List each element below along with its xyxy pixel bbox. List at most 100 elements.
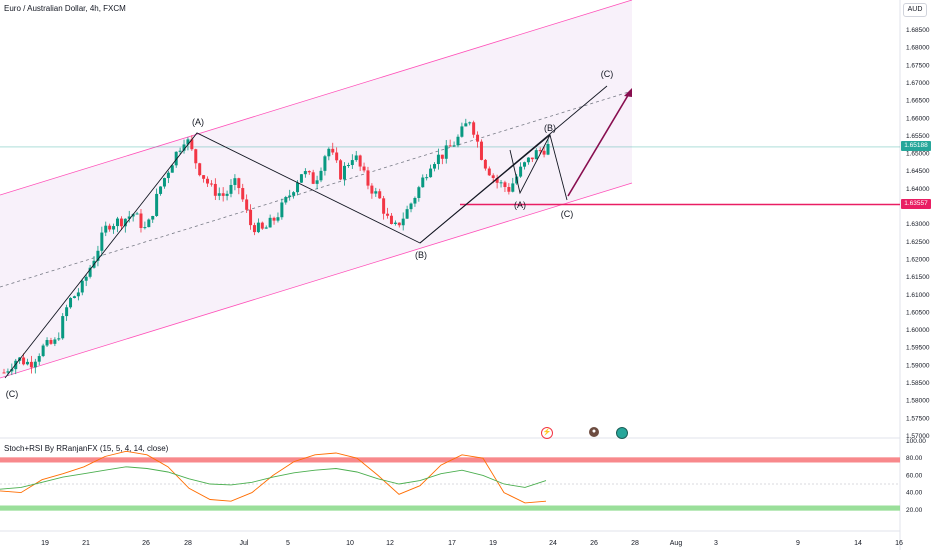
- candle-body: [316, 180, 319, 184]
- candle-body: [257, 223, 260, 232]
- price-tick-label: 1.64500: [906, 168, 930, 175]
- candle-body: [363, 167, 366, 171]
- candle-body: [38, 356, 41, 362]
- globe-event-icon[interactable]: [616, 427, 628, 439]
- price-tick-label: 1.60000: [906, 327, 930, 334]
- candle-body: [81, 281, 84, 293]
- wave-label: (C): [561, 209, 574, 219]
- candle-body: [269, 218, 272, 228]
- candle-body: [413, 198, 416, 204]
- candle-body: [351, 160, 354, 165]
- current-price-tag: 1.65188: [901, 141, 931, 151]
- candle-body: [273, 218, 276, 221]
- candle-body: [441, 155, 444, 159]
- price-tick-label: 1.67500: [906, 62, 930, 69]
- candle-body: [104, 226, 107, 233]
- indicator-tick-label: 40.00: [906, 490, 923, 497]
- time-tick-label: 28: [184, 540, 192, 547]
- wave-label: (B): [544, 123, 556, 133]
- price-tick-label: 1.64000: [906, 186, 930, 193]
- candle-body: [394, 223, 397, 224]
- candle-body: [304, 171, 307, 174]
- candle-body: [42, 346, 45, 357]
- candle-body: [202, 175, 205, 179]
- candle-body: [222, 193, 225, 196]
- candle-body: [206, 179, 209, 184]
- rsi-line: [0, 467, 546, 489]
- time-tick-label: 16: [895, 540, 903, 547]
- time-tick-label: 19: [41, 540, 49, 547]
- candle-body: [406, 209, 409, 219]
- candle-body: [433, 164, 436, 169]
- candle-body: [484, 160, 487, 169]
- candle-body: [382, 198, 385, 213]
- candle-body: [163, 178, 166, 186]
- candle-body: [476, 135, 479, 142]
- candle-body: [218, 193, 221, 196]
- time-tick-label: 9: [796, 540, 800, 547]
- candle-body: [167, 173, 170, 178]
- candle-body: [116, 219, 119, 227]
- candle-body: [323, 156, 326, 171]
- price-tick-label: 1.66000: [906, 115, 930, 122]
- time-tick-label: 12: [386, 540, 394, 547]
- candle-body: [335, 152, 338, 160]
- candle-body: [210, 184, 213, 185]
- oversold-band: [0, 506, 900, 511]
- price-tick-label: 1.60500: [906, 309, 930, 316]
- candle-body: [49, 340, 52, 344]
- candle-body: [402, 219, 405, 226]
- candle-body: [253, 225, 256, 232]
- candle-body: [159, 187, 162, 194]
- lightning-event-icon[interactable]: ⚡: [541, 427, 553, 439]
- candle-body: [320, 171, 323, 180]
- flag-event-icon[interactable]: ●: [589, 427, 599, 437]
- candle-body: [245, 199, 248, 209]
- candle-body: [53, 339, 56, 343]
- candle-body: [120, 219, 123, 227]
- candle-body: [355, 155, 358, 160]
- candle-body: [57, 338, 60, 339]
- price-tick-label: 1.59500: [906, 345, 930, 352]
- candle-body: [503, 182, 506, 187]
- candle-body: [112, 226, 115, 229]
- support-price-tag: 1.63557: [901, 199, 931, 209]
- candle-body: [480, 142, 483, 160]
- currency-button[interactable]: AUD: [903, 3, 927, 17]
- candle-body: [527, 158, 530, 163]
- candle-body: [425, 177, 428, 178]
- time-tick-label: Jul: [240, 540, 249, 547]
- price-tick-label: 1.62500: [906, 239, 930, 246]
- candle-body: [343, 166, 346, 180]
- candle-body: [456, 137, 459, 146]
- candle-body: [339, 160, 342, 179]
- candle-body: [30, 362, 33, 367]
- candle-body: [226, 194, 229, 196]
- candle-body: [410, 204, 413, 210]
- candle-body: [464, 123, 467, 126]
- price-tick-label: 1.66500: [906, 98, 930, 105]
- price-tick-label: 1.58500: [906, 380, 930, 387]
- candle-body: [460, 126, 463, 136]
- time-tick-label: 21: [82, 540, 90, 547]
- candle-body: [300, 174, 303, 182]
- overbought-band: [0, 457, 900, 462]
- price-tick-label: 1.65000: [906, 151, 930, 158]
- indicator-pane: [0, 451, 900, 510]
- indicator-tick-label: 80.00: [906, 455, 923, 462]
- candle-body: [421, 178, 424, 188]
- wave-label: (A): [514, 200, 526, 210]
- price-tick-label: 1.61500: [906, 274, 930, 281]
- candle-body: [237, 178, 240, 188]
- candle-body: [198, 163, 201, 175]
- candle-body: [143, 227, 146, 228]
- candle-body: [511, 183, 514, 191]
- price-tick-label: 1.61000: [906, 292, 930, 299]
- candle-body: [308, 171, 311, 172]
- candle-body: [296, 183, 299, 193]
- candle-body: [390, 216, 393, 224]
- candle-body: [453, 145, 456, 146]
- indicator-tick-label: 20.00: [906, 507, 923, 514]
